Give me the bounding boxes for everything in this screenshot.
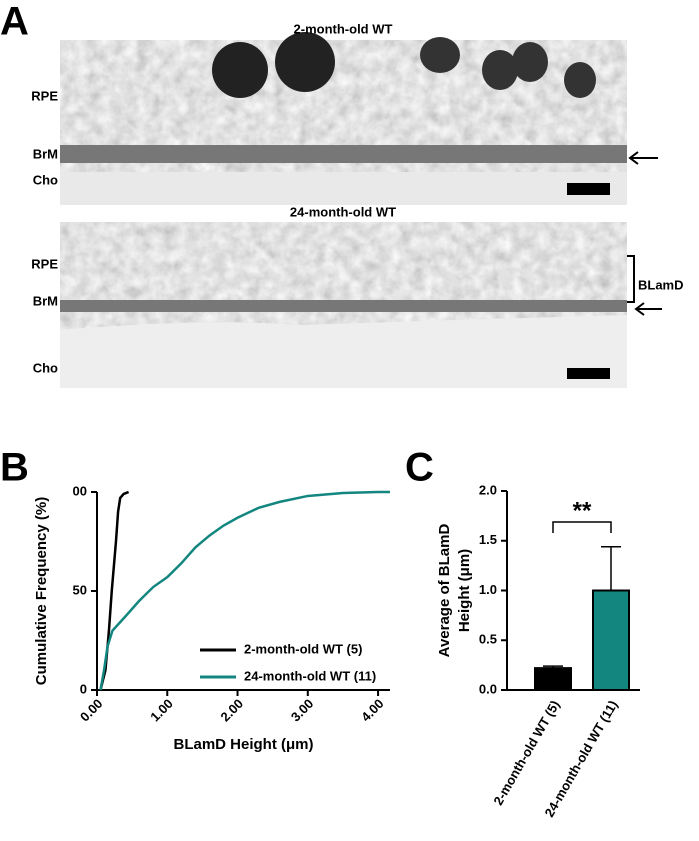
legend-label: 2-month-old WT (5) [244, 641, 362, 656]
y-axis-label: Average of BLamD [436, 524, 453, 658]
y-tick-label: 1.0 [479, 582, 497, 597]
x-tick-label: 2.00 [218, 696, 247, 725]
x-tick-label: 0.00 [77, 696, 106, 725]
x-tick-label: 1.00 [147, 696, 176, 725]
legend-label: 24-month-old WT (11) [244, 668, 376, 683]
micrograph [60, 32, 627, 205]
layer-label: RPE [31, 256, 58, 271]
x-tick-label: 2-month-old WT (5) [490, 698, 562, 808]
x-axis-label: BLamD Height (μm) [173, 736, 313, 753]
error-bar [601, 545, 621, 591]
x-tick-label: 3.00 [288, 696, 317, 725]
arrows [627, 151, 662, 316]
y-tick-label: 1.5 [479, 532, 497, 547]
image-title: 24-month-old WT [290, 204, 396, 219]
x-tick-label: 4.00 [358, 696, 387, 725]
y-tick-label: 00 [73, 483, 87, 498]
layer-label: Cho [33, 360, 58, 375]
y-tick-label: 2.0 [479, 482, 497, 497]
layer-label: BrM [33, 146, 58, 161]
line [99, 490, 390, 691]
error-bar [543, 665, 563, 669]
image-title: 2-month-old WT [294, 21, 393, 36]
panel-letter: A [0, 0, 29, 44]
significance-bracket [552, 521, 612, 533]
y-tick-label: 0.0 [479, 681, 497, 696]
panel-letter: B [0, 446, 29, 490]
y-tick-label: 0.5 [479, 632, 497, 647]
bar [534, 667, 572, 691]
layer-label: Cho [33, 172, 58, 187]
y-axis-label: Height (μm) [456, 549, 473, 632]
y-tick-label: 0 [80, 681, 87, 696]
micrograph [60, 222, 627, 388]
significance: ** [573, 497, 592, 524]
bracket-label: BLamD [638, 277, 684, 292]
y-axis-label: Cumulative Frequency (%) [33, 497, 50, 685]
panel-letter: C [405, 446, 434, 490]
layer-label: BrM [33, 293, 58, 308]
bar [592, 589, 630, 691]
y-tick-label: 50 [73, 582, 87, 597]
layer-label: RPE [31, 88, 58, 103]
